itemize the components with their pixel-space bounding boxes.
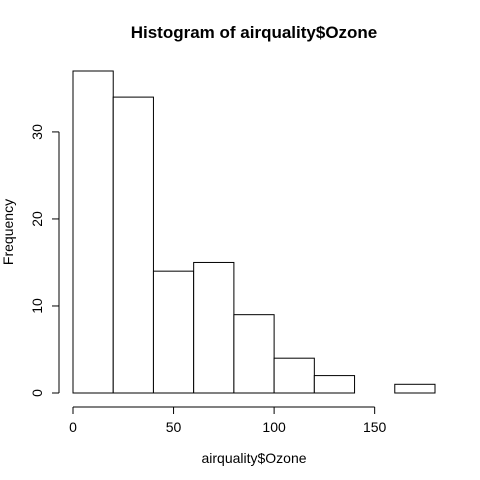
x-tick-label: 0 <box>69 419 77 435</box>
x-tick-label: 50 <box>166 419 182 435</box>
y-axis: 0 10 20 30 <box>29 124 60 397</box>
y-tick-label: 30 <box>29 124 45 140</box>
y-axis-label: Frequency <box>0 199 16 265</box>
y-tick-label: 20 <box>29 211 45 227</box>
bars-layer <box>72 70 436 394</box>
x-tick-label: 150 <box>363 419 387 435</box>
x-tick-label: 100 <box>262 419 286 435</box>
histogram-bar <box>72 70 114 394</box>
histogram-bar <box>273 357 315 394</box>
histogram-bar <box>152 270 195 394</box>
histogram-bar <box>394 383 436 394</box>
x-axis-label: airquality$Ozone <box>201 450 306 466</box>
histogram-bar <box>313 375 356 394</box>
chart-title: Histogram of airquality$Ozone <box>131 23 378 42</box>
x-axis: 0 50 100 150 <box>69 406 387 435</box>
histogram-bar <box>112 96 154 394</box>
histogram-bar <box>193 261 235 394</box>
histogram-bar <box>233 314 275 394</box>
y-tick-label: 0 <box>29 389 45 397</box>
y-tick-label: 10 <box>29 298 45 314</box>
